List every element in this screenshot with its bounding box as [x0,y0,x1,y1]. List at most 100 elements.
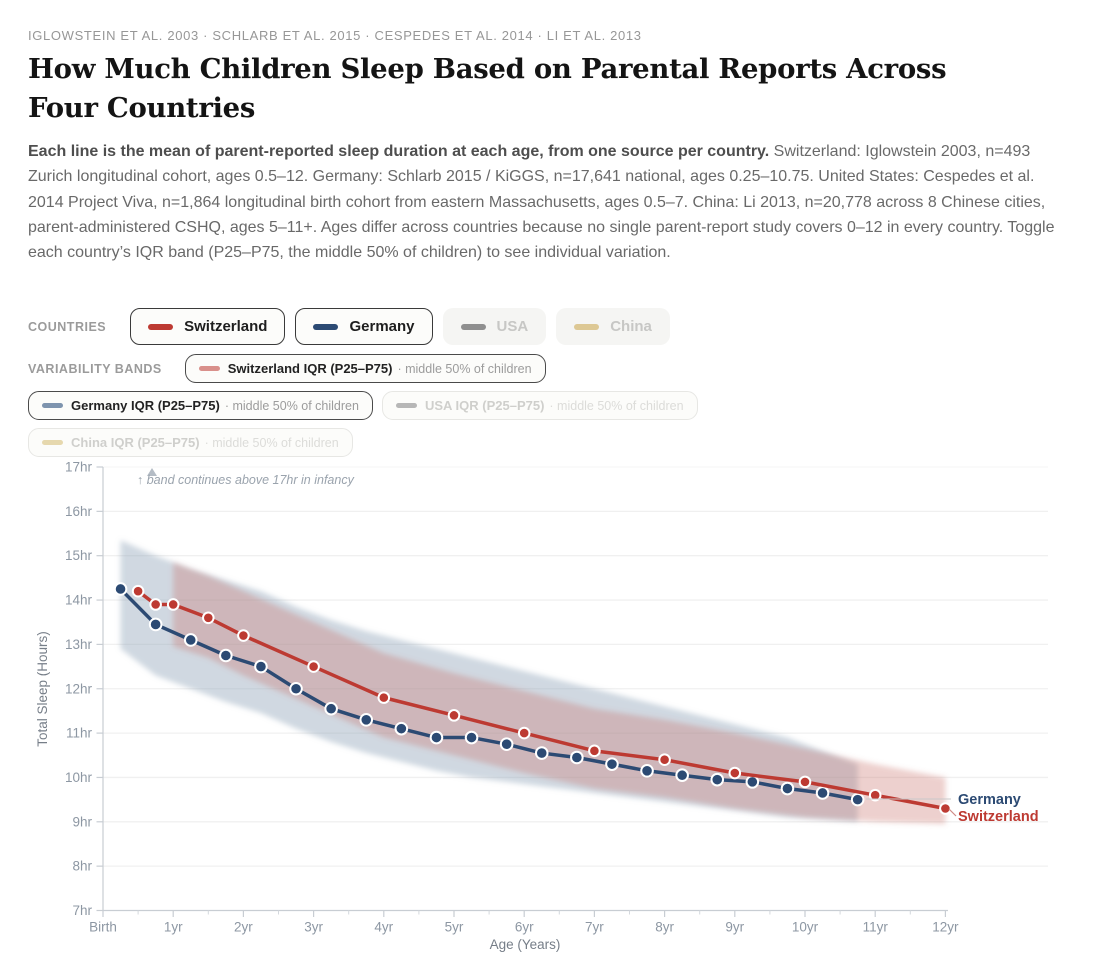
germany-data-point [499,737,514,751]
y-axis-title: Total Sleep (Hours) [35,631,50,747]
band-toggle-label: Switzerland IQR (P25–P75) [227,361,393,376]
band-toggle-china-iqr[interactable]: China IQR (P25–P75) · middle 50% of chil… [28,428,353,457]
country-toggle-usa[interactable]: USA [442,308,547,345]
country-toggle-switzerland[interactable]: Switzerland [130,308,286,345]
x-tick-label: 6yr [515,920,534,935]
x-tick-label: 11yr [863,920,889,935]
germany-data-point [324,701,338,716]
band-toggle-label: USA IQR (P25–P75) [424,398,545,413]
usa-line-swatch [460,323,486,330]
germany-data-point [570,750,584,765]
description-lead: Each line is the mean of parent-reported… [28,143,770,160]
band-toggle-germany-iqr[interactable]: Germany IQR (P25–P75) · middle 50% of ch… [28,391,373,420]
x-tick-label: 1yr [164,920,183,935]
y-tick-label: 13hr [65,637,93,652]
switzerland-data-point [166,598,180,611]
y-tick-label: 8hr [72,859,92,874]
germany-data-point [534,746,549,760]
country-toggle-label: Germany [349,318,415,335]
switzerland-data-point [237,629,250,642]
country-toggle-label: China [610,318,652,335]
germany-data-point [710,772,725,787]
germany-data-point [850,792,865,807]
band-toggle-label: Germany IQR (P25–P75) [71,398,220,413]
germany-data-point [148,617,163,632]
y-tick-label: 17hr [65,460,93,475]
germany-data-point [464,730,479,745]
germany-data-point [640,763,654,778]
band-toggle-label: China IQR (P25–P75) [71,435,200,450]
page-title: How Much Children Sleep Based on Parenta… [28,53,947,124]
band-overflow-marker [147,468,157,476]
x-tick-label: 12yr [932,920,959,935]
x-tick-label: 10yr [792,920,819,935]
band-toggle-suffix: · middle 50% of children [224,398,359,413]
band-toggle-suffix: · middle 50% of children [549,398,684,413]
germany-data-point [394,721,409,736]
germany-series [113,582,865,807]
country-toggle-germany[interactable]: Germany [295,308,433,345]
x-tick-label: 2yr [234,920,253,935]
band-annotation: ↑ band continues above 17hr in infancy [137,473,355,487]
germany-data-point [605,757,619,771]
variability-bands-toggle-row: VARIABILITY BANDS Switzerland IQR (P25–P… [28,354,868,457]
iqr-bands [120,540,946,825]
germany-line-swatch [313,323,339,330]
x-tick-label: 4yr [374,920,393,935]
germany-data-point [429,730,444,745]
germany-data-point [359,712,374,727]
x-axis-title: Age (Years) [490,937,561,952]
switzerland-iqr-band [173,562,946,825]
switzerland-data-point [517,726,531,740]
band-toggle-switzerland-iqr[interactable]: Switzerland IQR (P25–P75) · middle 50% o… [184,354,546,383]
y-tick-label: 11hr [66,726,93,741]
x-tick-label: 5yr [445,920,464,935]
band-toggle-suffix: · middle 50% of children [204,435,339,450]
switzerland-band-swatch [198,366,220,371]
band-toggle-suffix: · middle 50% of children [397,361,532,376]
germany-band-swatch [42,403,63,408]
switzerland-data-point [131,584,145,598]
x-tick-label: 9yr [725,920,744,935]
switzerland-data-point [868,788,882,802]
switzerland-data-point [377,691,391,704]
germany-data-point [289,681,303,696]
switzerland-data-point [939,802,952,815]
y-tick-label: 10hr [65,770,93,785]
sleep-duration-chart: 7hr 8hr 9hr 10hr 11hr 12hr 13hr 14hr 15hr 16hr 17h… [0,455,1110,973]
countries-row-label: COUNTRIES [28,319,107,334]
chart-description: Each line is the mean of parent-reported… [28,139,1060,265]
germany-end-label: Germany [958,792,1021,808]
country-toggle-label: USA [496,318,529,335]
switzerland-data-point [798,775,812,789]
switzerland-data-point [202,611,215,625]
switzerland-data-point [658,753,671,767]
switzerland-data-point [307,660,320,673]
y-tick-label: 7hr [72,903,92,918]
y-tick-label: 12hr [65,681,93,696]
germany-data-point [745,775,760,789]
description-body: Switzerland: Iglowstein 2003, n=493 Zuri… [28,143,1055,262]
country-toggle-label: Switzerland [184,318,268,335]
germany-data-point [254,659,268,674]
switzerland-end-label: Switzerland [958,809,1039,825]
switzerland-data-point [149,598,162,611]
x-tick-label: 8yr [655,920,674,935]
switzerland-data-point [447,709,461,722]
switzerland-line-swatch [148,323,174,330]
country-toggle-china[interactable]: China [556,308,670,345]
germany-data-point [815,786,830,800]
band-toggle-usa-iqr[interactable]: USA IQR (P25–P75) · middle 50% of childr… [381,391,698,420]
usa-band-swatch [395,403,417,408]
x-tick-label: Birth [89,920,117,935]
source-citations: IGLOWSTEIN ET AL. 2003 · SCHLARB ET AL. … [28,28,642,43]
y-tick-label: 16hr [65,504,93,519]
chart-canvas: 7hr 8hr 9hr 10hr 11hr 12hr 13hr 14hr 15hr 16hr 17h… [35,460,1048,952]
axes: 7hr 8hr 9hr 10hr 11hr 12hr 13hr 14hr 15hr 16hr 17h… [65,460,959,935]
germany-data-point [780,781,795,796]
switzerland-series [131,584,952,815]
germany-data-point [675,768,689,783]
y-tick-label: 9hr [72,814,92,829]
